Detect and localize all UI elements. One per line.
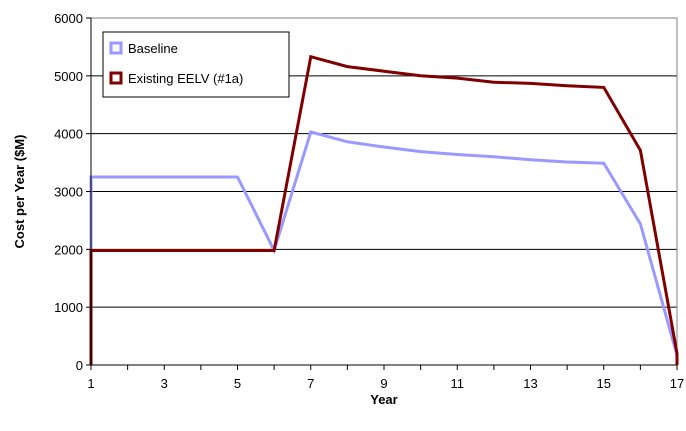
legend-label-existing-eelv: Existing EELV (#1a) [128, 71, 243, 86]
x-tick-label-13: 13 [523, 376, 537, 391]
legend-swatch-baseline [109, 41, 123, 55]
y-tick-label-6000: 6000 [54, 11, 83, 26]
legend-label-baseline: Baseline [128, 41, 178, 56]
x-tick-label-17: 17 [670, 376, 684, 391]
legend-swatch-existing-eelv [109, 71, 123, 85]
series-line-0 [89, 130, 679, 365]
legend: Baseline Existing EELV (#1a) [102, 31, 290, 98]
x-axis-title: Year [370, 392, 397, 407]
x-tick-label-15: 15 [597, 376, 611, 391]
x-tick-label-1: 1 [87, 376, 94, 391]
x-tick-label-3: 3 [161, 376, 168, 391]
y-tick-label-4000: 4000 [54, 127, 83, 142]
x-tick-label-7: 7 [307, 376, 314, 391]
legend-box [102, 31, 290, 98]
x-tick-label-5: 5 [234, 376, 241, 391]
series-lines [89, 54, 679, 365]
y-tick-label-0: 0 [76, 358, 83, 373]
series-line-1 [89, 54, 679, 365]
y-axis-title: Cost per Year ($M) [12, 135, 27, 249]
y-tick-label-5000: 5000 [54, 69, 83, 84]
y-tick-label-2000: 2000 [54, 242, 83, 257]
x-tick-label-9: 9 [380, 376, 387, 391]
y-tick-labels: 0 1000 2000 3000 4000 5000 6000 [54, 11, 83, 373]
axes [86, 17, 678, 370]
y-tick-label-1000: 1000 [54, 300, 83, 315]
x-tick-labels: 1 3 5 7 9 11 13 15 17 [87, 376, 684, 391]
x-tick-label-11: 11 [451, 376, 465, 391]
y-tick-label-3000: 3000 [54, 185, 83, 200]
